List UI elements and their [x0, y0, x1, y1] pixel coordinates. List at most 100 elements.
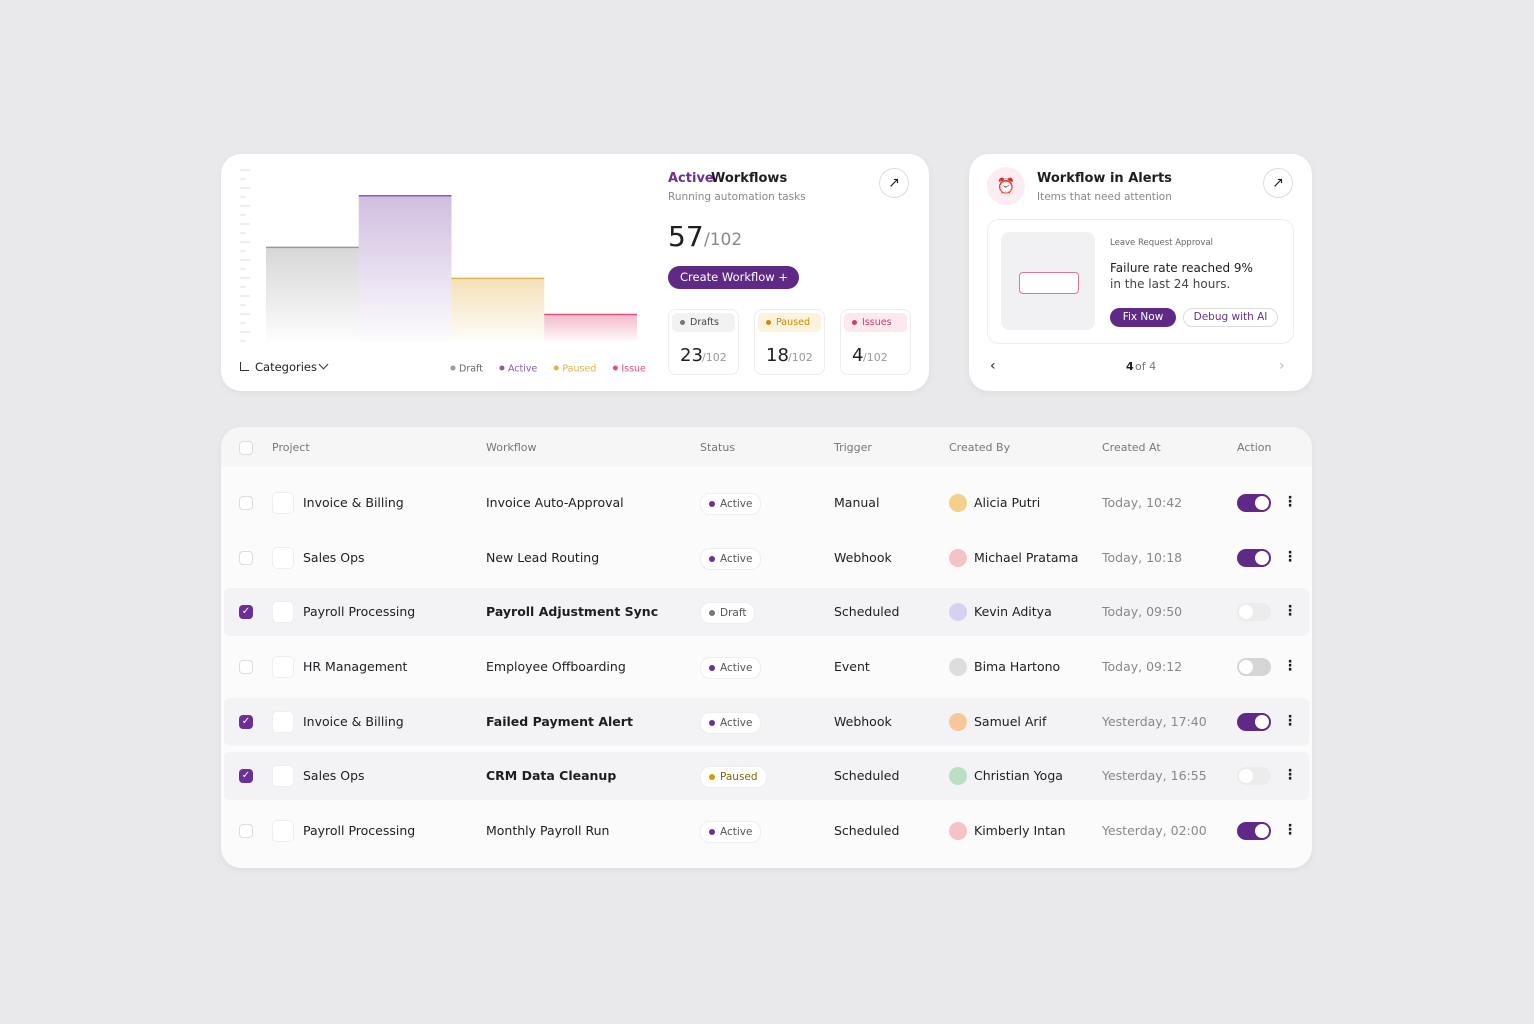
toggle[interactable] [1237, 658, 1271, 676]
status-pill: Active [700, 657, 762, 679]
alert-headline: Failure rate reached 9% [1110, 261, 1253, 275]
title-highlight: Active [668, 171, 714, 186]
status-pill: Active [700, 493, 762, 515]
trigger: Webhook [834, 713, 892, 729]
next-button[interactable]: › [1279, 358, 1285, 374]
more-button[interactable]: ⋮ [1283, 712, 1297, 729]
debug-button[interactable]: Debug with AI [1183, 308, 1278, 327]
alert-icon: ⏰ [987, 167, 1025, 205]
column-header: Workflow [486, 441, 537, 454]
open-button[interactable]: ↗ [879, 168, 909, 198]
status: Active [720, 826, 753, 839]
count: 57 [668, 220, 704, 253]
workflow: New Lead Routing [486, 549, 600, 565]
column-header: Status [700, 441, 736, 454]
stat-total: /102 [788, 351, 813, 364]
column-header: Action [1237, 441, 1272, 454]
project: Payroll Processing [303, 604, 416, 620]
avatar [949, 494, 967, 512]
avatar [949, 712, 967, 731]
column-header: Project [272, 441, 310, 454]
open-button[interactable]: ↗ [1263, 168, 1293, 198]
created-by: Kimberly Intan [974, 823, 1066, 839]
toggle[interactable] [1237, 712, 1271, 731]
project: Invoice & Billing [303, 495, 404, 510]
toggle[interactable] [1237, 494, 1271, 512]
stat-tag: Drafts [672, 313, 735, 332]
alert-detail: in the last 24 hours. [1110, 277, 1231, 291]
created-at: Yesterday, 16:55 [1102, 768, 1207, 784]
workflow: Employee Offboarding [486, 659, 626, 674]
row-highlight [224, 697, 1309, 746]
avatar [949, 603, 967, 622]
trigger: Scheduled [834, 768, 900, 784]
more-button[interactable]: ⋮ [1283, 658, 1297, 674]
stat-total: /102 [702, 351, 727, 364]
toggle[interactable] [1237, 767, 1271, 786]
toggle[interactable] [1237, 822, 1271, 841]
workflow: Payroll Adjustment Sync [486, 604, 659, 620]
created-at: Today, 09:12 [1102, 659, 1183, 674]
workflow: Invoice Auto-Approval [486, 495, 624, 510]
checkbox[interactable]: ✓ [239, 605, 253, 620]
checkbox[interactable]: ✓ [239, 769, 253, 784]
project-icon [272, 765, 294, 788]
status: Draft [720, 607, 747, 620]
fix-button[interactable]: Fix Now [1110, 308, 1176, 327]
title: Workflows [711, 171, 788, 186]
more-button[interactable]: ⋮ [1283, 494, 1297, 510]
project: Invoice & Billing [303, 713, 404, 729]
checkbox[interactable] [239, 496, 253, 510]
status: Active [720, 716, 753, 729]
checkbox[interactable]: ✓ [239, 714, 253, 729]
checkbox[interactable] [239, 824, 253, 839]
button-label: Create Workflow [680, 270, 775, 284]
status: Active [720, 498, 753, 510]
stat-box [754, 309, 825, 375]
checkbox[interactable] [239, 550, 253, 565]
stat-label: Issues [862, 317, 892, 328]
stat-box [668, 309, 739, 375]
stat-label: Drafts [690, 317, 719, 328]
pager-total: of 4 [1135, 360, 1157, 373]
created-at: Today, 09:50 [1102, 604, 1183, 620]
status-pill: Active [700, 711, 762, 734]
avatar [949, 822, 967, 841]
checkbox[interactable] [239, 441, 253, 455]
alert-item [987, 219, 1294, 344]
stat-count: 18 [766, 345, 789, 366]
alerts-title: Workflow in Alerts [1037, 171, 1172, 186]
project: HR Management [303, 659, 408, 674]
more-button[interactable]: ⋮ [1283, 548, 1297, 565]
trigger: Scheduled [834, 823, 900, 839]
trigger: Manual [834, 495, 880, 510]
workflow: CRM Data Cleanup [486, 768, 617, 784]
toggle[interactable] [1237, 548, 1271, 567]
project: Sales Ops [303, 768, 365, 784]
project: Payroll Processing [303, 823, 416, 839]
toggle[interactable] [1237, 603, 1271, 622]
created-at: Yesterday, 02:00 [1102, 823, 1207, 839]
create-button[interactable]: Create Workflow + [668, 266, 799, 289]
created-by: Bima Hartono [974, 659, 1061, 674]
project-icon [272, 492, 294, 514]
more-button[interactable]: ⋮ [1283, 603, 1297, 620]
more-button[interactable]: ⋮ [1283, 822, 1297, 839]
column-header: Trigger [834, 441, 872, 454]
category-selector[interactable]: Categories [255, 360, 317, 374]
status: Active [720, 662, 753, 674]
project-icon [272, 656, 294, 678]
checkbox[interactable] [239, 660, 253, 674]
prev-button[interactable]: ‹ [990, 358, 996, 374]
workflow: Failed Payment Alert [486, 713, 633, 729]
created-at: Today, 10:18 [1102, 549, 1183, 565]
trigger: Webhook [834, 549, 892, 565]
created-by: Alicia Putri [974, 495, 1041, 510]
subtitle: Running automation tasks [668, 191, 806, 203]
project-icon [272, 601, 294, 624]
status: Paused [720, 771, 758, 784]
selector-icon [240, 362, 249, 371]
table-card [221, 427, 1312, 868]
more-button[interactable]: ⋮ [1283, 767, 1297, 784]
